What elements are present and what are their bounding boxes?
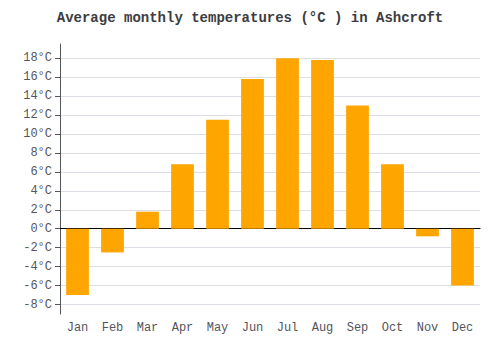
svg-text:2°C: 2°C [30, 203, 52, 217]
svg-text:14°C: 14°C [23, 89, 52, 103]
svg-text:Feb: Feb [102, 321, 124, 335]
svg-text:12°C: 12°C [23, 108, 52, 122]
svg-text:Jan: Jan [67, 321, 89, 335]
svg-text:4°C: 4°C [30, 184, 52, 198]
svg-text:Oct: Oct [382, 321, 404, 335]
svg-text:6°C: 6°C [30, 165, 52, 179]
svg-text:Nov: Nov [417, 321, 439, 335]
svg-text:Mar: Mar [137, 321, 159, 335]
svg-text:Dec: Dec [452, 321, 474, 335]
svg-text:Jul: Jul [277, 321, 299, 335]
svg-text:-4°C: -4°C [23, 260, 52, 274]
svg-text:16°C: 16°C [23, 70, 52, 84]
svg-text:Average monthly temperatures (: Average monthly temperatures (°C ) in As… [57, 10, 443, 26]
svg-text:-6°C: -6°C [23, 279, 52, 293]
svg-text:10°C: 10°C [23, 127, 52, 141]
svg-text:Jun: Jun [242, 321, 264, 335]
svg-text:Aug: Aug [312, 321, 334, 335]
svg-text:8°C: 8°C [30, 146, 52, 160]
svg-text:0°C: 0°C [30, 222, 52, 236]
svg-text:Sep: Sep [347, 321, 369, 335]
svg-text:18°C: 18°C [23, 51, 52, 65]
svg-text:-8°C: -8°C [23, 298, 52, 312]
svg-text:May: May [207, 321, 229, 335]
svg-text:Apr: Apr [172, 321, 194, 335]
svg-text:-2°C: -2°C [23, 241, 52, 255]
